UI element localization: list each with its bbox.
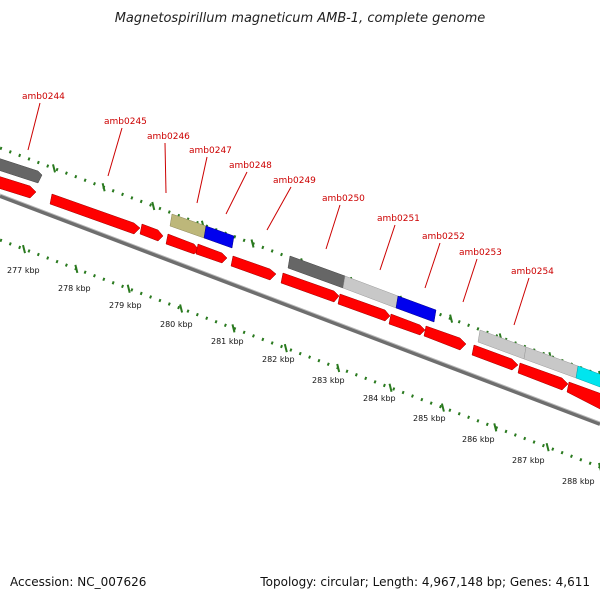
backbone-line xyxy=(0,194,600,426)
gene-feature-red-2[interactable] xyxy=(49,193,141,235)
gene-leader-amb0252 xyxy=(424,242,441,289)
gene-leader-amb0249 xyxy=(266,186,292,231)
gene-label-amb0244[interactable]: amb0244 xyxy=(22,92,65,102)
major-tick xyxy=(545,442,550,452)
gene-label-amb0247[interactable]: amb0247 xyxy=(189,146,232,156)
major-tick xyxy=(336,363,341,373)
major-tick xyxy=(22,244,26,254)
gene-leader-amb0250 xyxy=(325,204,341,250)
major-tick xyxy=(440,403,445,412)
gene-leader-amb0254 xyxy=(513,277,530,326)
gene-feature-amb0252[interactable] xyxy=(395,295,437,323)
gene-label-amb0245[interactable]: amb0245 xyxy=(104,117,147,127)
kbp-label: 279 kbp xyxy=(109,301,142,310)
gene-feature-red-10[interactable] xyxy=(423,325,467,351)
gene-leader-amb0253 xyxy=(462,258,478,303)
gene-feature-red-8[interactable] xyxy=(337,293,391,322)
gene-label-amb0250[interactable]: amb0250 xyxy=(322,194,365,204)
gene-feature-cyan[interactable] xyxy=(575,365,600,388)
gene-feature-red-6[interactable] xyxy=(230,255,277,281)
gene-feature-red-1[interactable] xyxy=(0,176,37,199)
gene-leader-amb0251 xyxy=(379,224,396,271)
gene-label-amb0254[interactable]: amb0254 xyxy=(511,267,554,277)
major-tick xyxy=(388,383,393,392)
gene-label-amb0249[interactable]: amb0249 xyxy=(273,176,316,186)
kbp-label: 282 kbp xyxy=(262,355,295,364)
gene-label-amb0251[interactable]: amb0251 xyxy=(377,214,420,224)
kbp-labels: 277 kbp 278 kbp 279 kbp 280 kbp 281 kbp 282 k… xyxy=(7,266,595,486)
kbp-label: 281 kbp xyxy=(211,337,244,346)
backbone-highlight xyxy=(0,193,600,423)
gene-label-amb0252[interactable]: amb0252 xyxy=(422,232,465,242)
gene-leader-amb0244 xyxy=(27,102,41,151)
kbp-label: 288 kbp xyxy=(562,477,595,486)
major-tick xyxy=(250,239,255,248)
major-tick xyxy=(283,343,288,353)
gene-feature-red-13[interactable] xyxy=(566,381,600,410)
gene-feature-amb0244[interactable] xyxy=(0,158,43,184)
gene-feature-red-5[interactable] xyxy=(195,243,228,264)
genome-backbone xyxy=(0,193,600,426)
kbp-label: 280 kbp xyxy=(160,320,193,329)
major-tick xyxy=(231,324,236,333)
gene-feature-red-3[interactable] xyxy=(139,223,164,242)
kbp-label: 284 kbp xyxy=(363,394,396,403)
major-tick xyxy=(151,201,156,211)
gene-leader-amb0245 xyxy=(107,127,123,177)
kbp-label: 286 kbp xyxy=(462,435,495,444)
gene-label-amb0246[interactable]: amb0246 xyxy=(147,132,190,142)
major-tick xyxy=(598,462,600,472)
gene-leader-amb0248 xyxy=(225,171,248,215)
gene-feature-red-7[interactable] xyxy=(280,272,340,303)
accession-text: Accession: NC_007626 xyxy=(10,575,146,589)
major-tick xyxy=(126,284,131,293)
red-features xyxy=(0,176,600,410)
major-tick xyxy=(493,423,498,432)
inner-tick-track xyxy=(0,238,600,472)
inner-tick-dots xyxy=(0,238,600,469)
major-tick xyxy=(179,304,184,313)
major-tick xyxy=(101,182,106,192)
gene-feature-red-9[interactable] xyxy=(388,313,426,336)
genome-summary-text: Topology: circular; Length: 4,967,148 bp… xyxy=(259,575,590,589)
kbp-label: 283 kbp xyxy=(312,376,345,385)
gene-feature-red-11[interactable] xyxy=(471,344,519,371)
forward-strand xyxy=(0,158,600,388)
gene-leader-amb0247 xyxy=(196,156,208,204)
map-title: Magnetospirillum magneticum AMB-1, compl… xyxy=(115,11,486,26)
gene-feature-amb0248[interactable] xyxy=(203,225,235,249)
gene-labels: amb0244amb0245amb0246amb0247amb0248amb02… xyxy=(22,92,554,277)
major-tick xyxy=(52,164,56,173)
kbp-label: 278 kbp xyxy=(58,284,91,293)
gene-label-amb0253[interactable]: amb0253 xyxy=(459,248,502,258)
kbp-label: 277 kbp xyxy=(7,266,40,275)
major-tick xyxy=(449,314,454,323)
gene-leader-amb0246 xyxy=(164,142,167,194)
kbp-label: 285 kbp xyxy=(413,414,446,423)
inner-tick-dashes xyxy=(22,244,600,472)
gene-feature-red-4[interactable] xyxy=(165,233,200,255)
gene-label-amb0248[interactable]: amb0248 xyxy=(229,161,272,171)
gene-feature-red-12[interactable] xyxy=(517,362,569,391)
major-tick xyxy=(598,370,600,380)
major-tick xyxy=(74,264,79,274)
gene-leader-lines xyxy=(27,102,530,326)
kbp-label: 287 kbp xyxy=(512,456,545,465)
